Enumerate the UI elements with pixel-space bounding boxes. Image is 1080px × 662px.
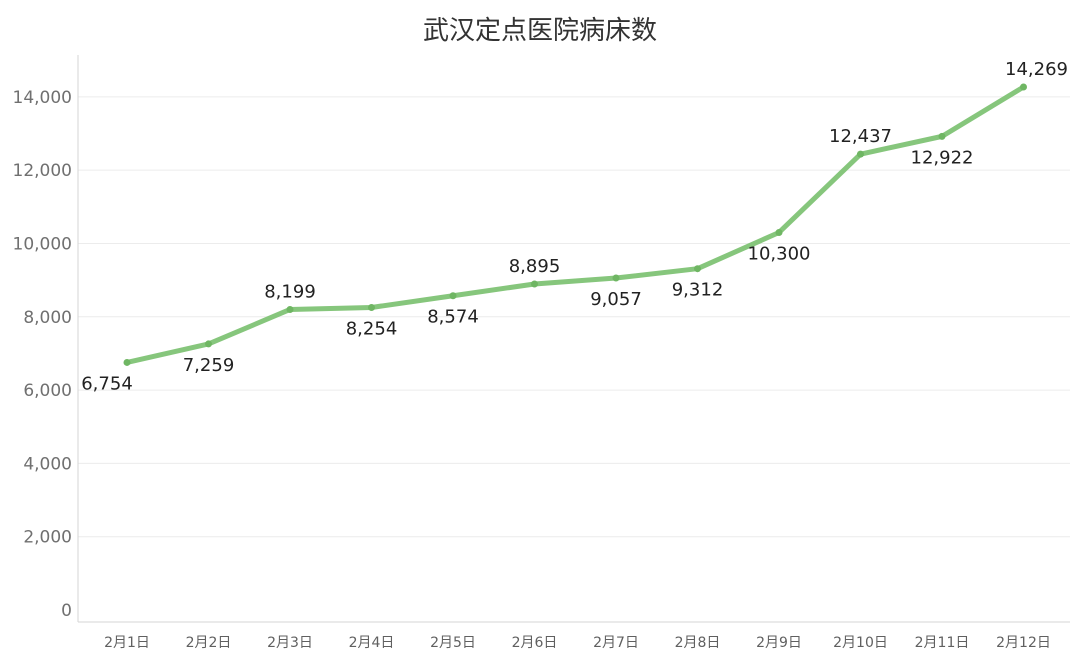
data-label: 6,754 [81, 373, 133, 394]
data-label: 12,922 [911, 147, 974, 168]
data-label: 8,199 [264, 281, 316, 302]
data-point [775, 228, 783, 236]
y-axis-ticks: 0 2,000 4,000 6,000 8,000 10,000 12,000 14,000 [13, 88, 72, 621]
data-label: 12,437 [829, 126, 892, 147]
data-point [368, 303, 375, 311]
x-tick-label: 2月11日 [915, 635, 970, 651]
x-tick-label: 2月12日 [996, 635, 1051, 651]
x-tick-label: 2月1日 [104, 635, 150, 651]
series-points [123, 83, 1027, 366]
data-point [286, 305, 294, 313]
data-labels: 6,754 7,259 8,199 8,254 8,574 8,895 9,057 9,312… [81, 59, 1068, 394]
y-tick-label: 8,000 [23, 308, 72, 328]
data-label: 8,895 [509, 256, 561, 277]
data-label: 8,574 [427, 307, 479, 328]
data-point [612, 274, 620, 282]
data-label: 9,312 [672, 280, 724, 301]
data-point [857, 150, 864, 158]
data-point [694, 265, 701, 273]
y-tick-label: 6,000 [23, 381, 72, 401]
data-point [123, 358, 131, 366]
x-tick-label: 2月5日 [430, 635, 476, 651]
data-label: 10,300 [748, 243, 811, 264]
y-tick-label: 4,000 [23, 454, 72, 474]
x-tick-label: 2月4日 [349, 635, 395, 651]
data-point [531, 280, 538, 288]
data-point [449, 292, 457, 300]
x-tick-label: 2月2日 [186, 635, 232, 651]
y-tick-label: 12,000 [13, 161, 72, 181]
chart-title: 武汉定点医院病床数 [422, 16, 657, 46]
x-tick-label: 2月9日 [756, 635, 802, 651]
y-tick-label: 0 [61, 601, 72, 621]
data-point [1020, 83, 1027, 91]
x-tick-label: 2月3日 [267, 635, 313, 651]
x-tick-label: 2月6日 [512, 635, 558, 651]
x-tick-label: 2月8日 [675, 635, 721, 651]
y-tick-label: 10,000 [13, 234, 72, 254]
data-label: 8,254 [346, 318, 398, 339]
y-tick-label: 14,000 [13, 88, 72, 108]
data-label: 7,259 [183, 355, 235, 376]
series-line [124, 84, 1026, 365]
data-point [938, 132, 946, 140]
series-line-path [124, 84, 1026, 365]
x-tick-label: 2月7日 [593, 635, 639, 651]
x-tick-label: 2月10日 [833, 635, 888, 651]
data-label: 9,057 [590, 289, 642, 310]
gridlines [77, 55, 1070, 623]
data-label: 14,269 [1005, 59, 1068, 80]
y-tick-label: 2,000 [23, 528, 72, 548]
data-point [205, 340, 212, 348]
x-axis-ticks: 2月1日 2月2日 2月3日 2月4日 2月5日 2月6日 2月7日 2月8日 2月9日 2月10… [104, 635, 1051, 651]
